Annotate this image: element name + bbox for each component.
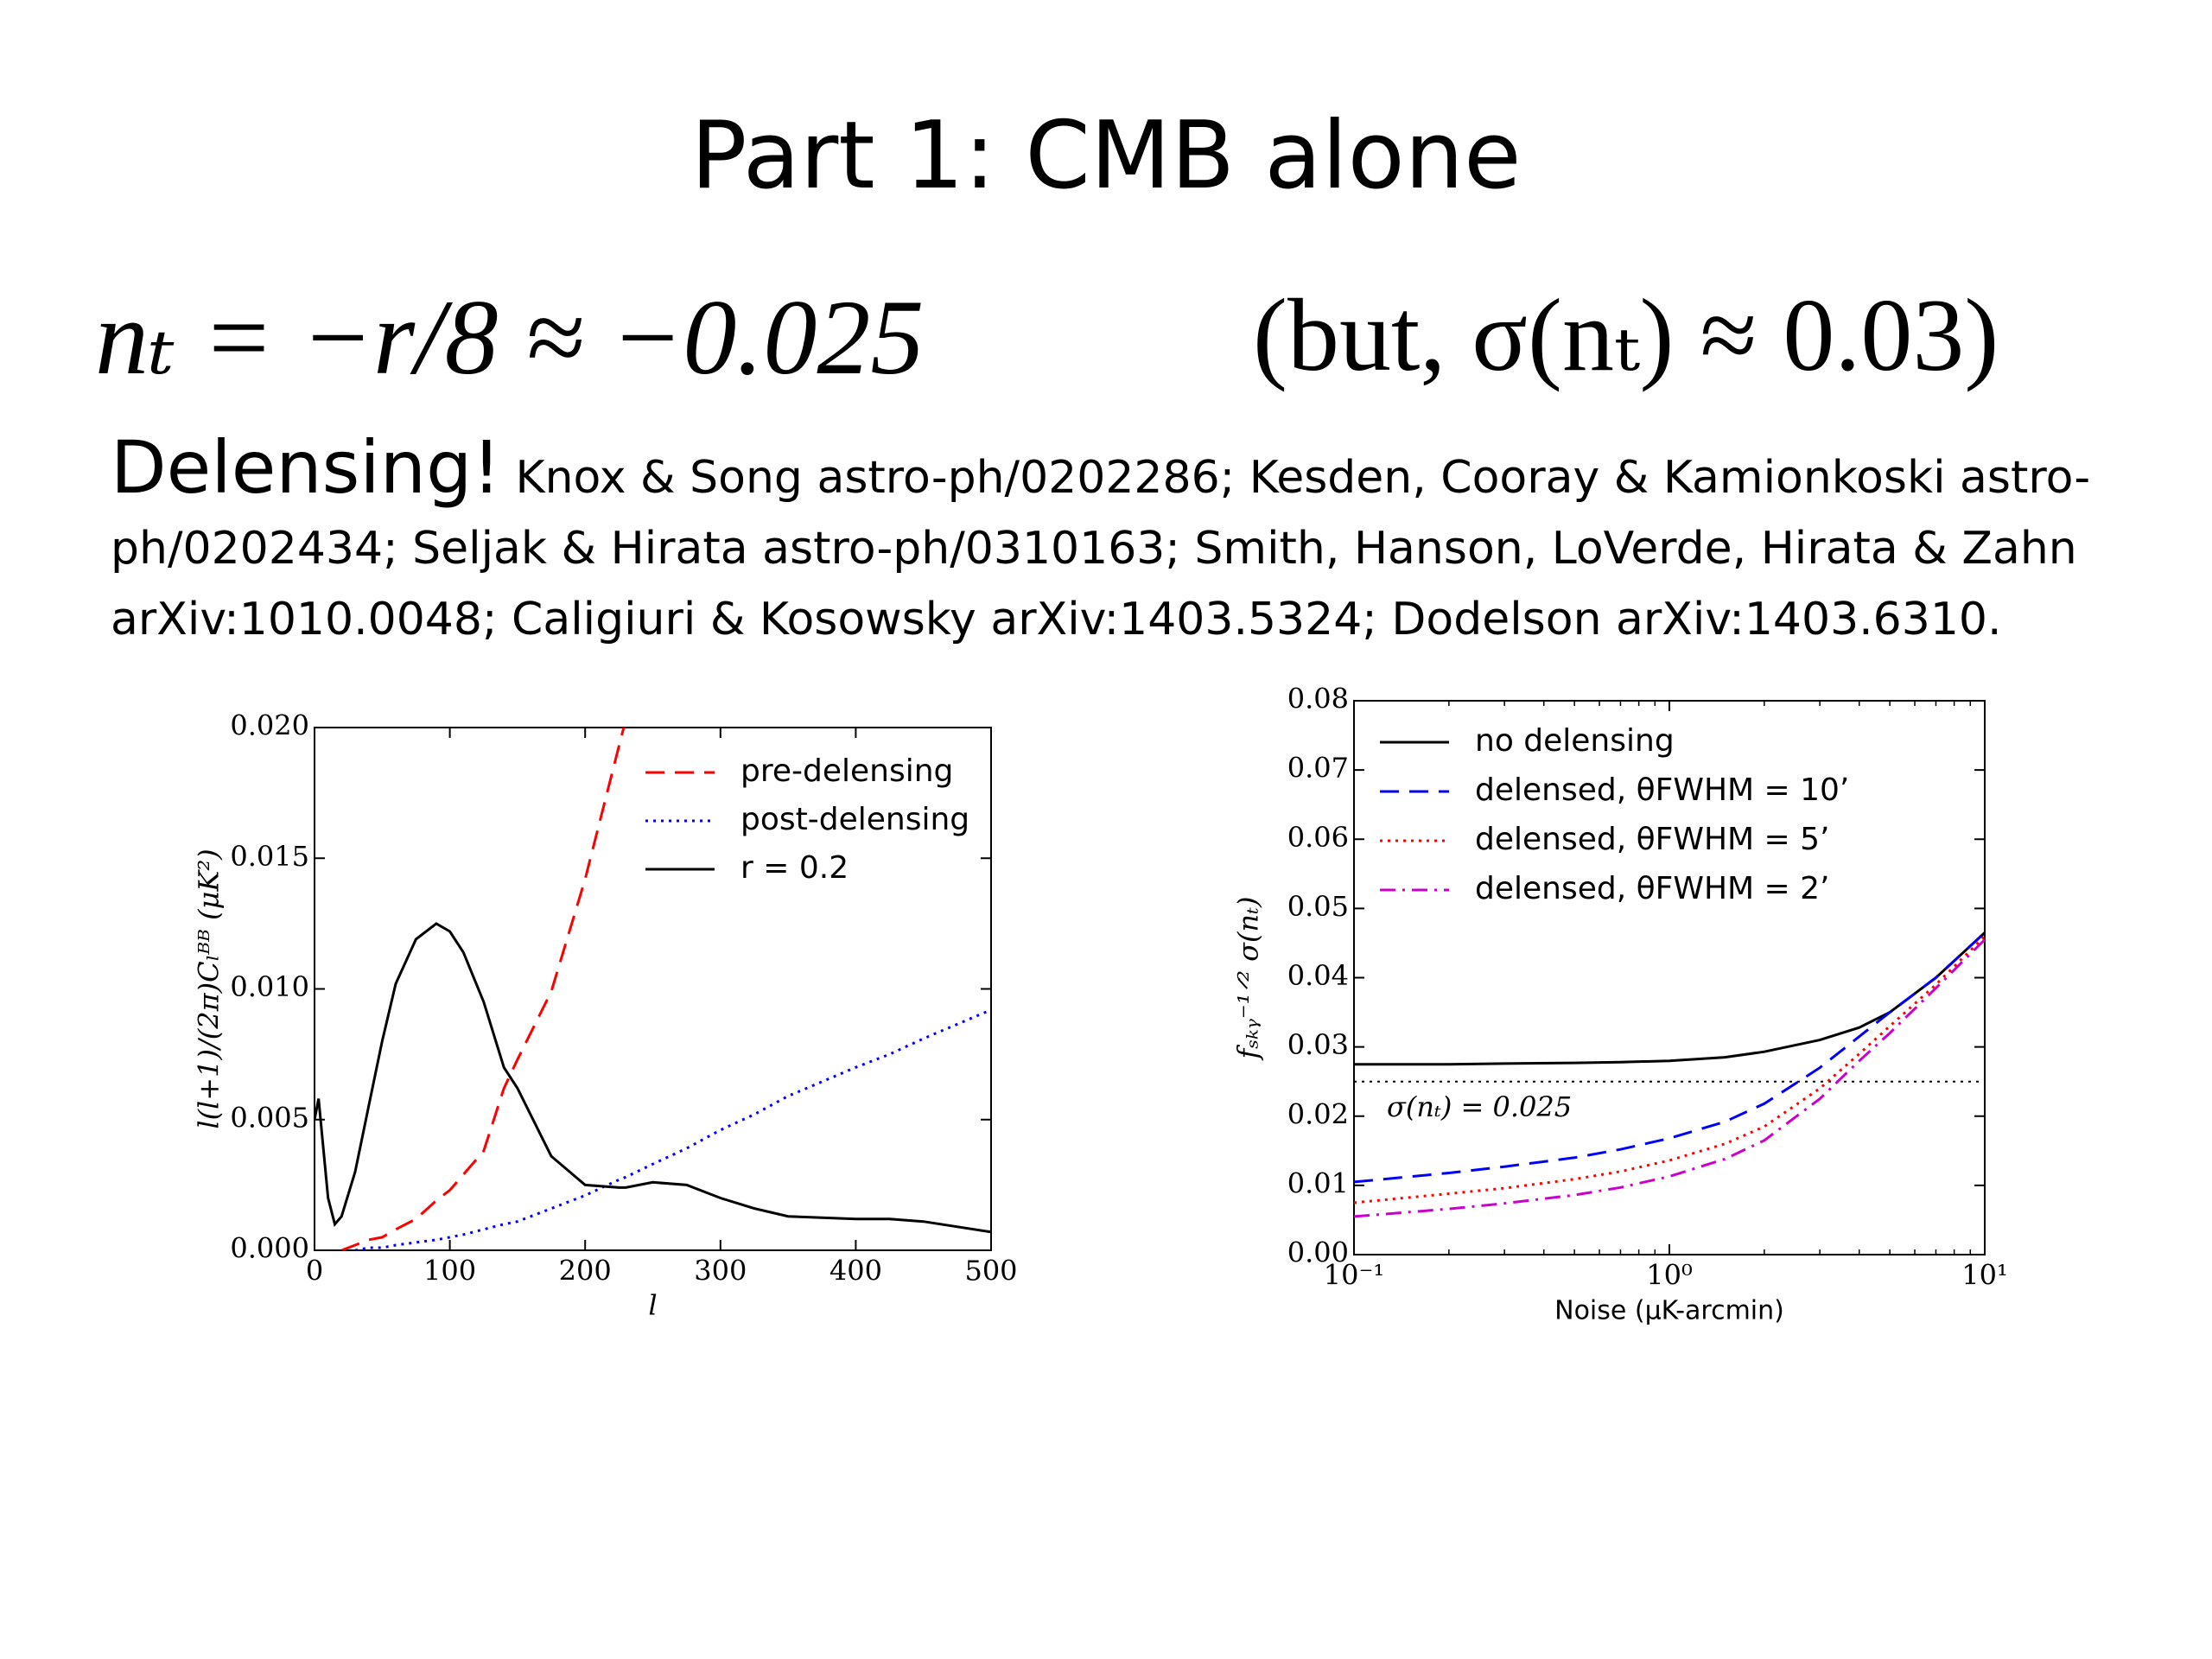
y-axis-label: l(l+1)/(2π)Cₗᴮᴮ (μK²) [193, 849, 226, 1128]
x-tick-label: 0 [306, 1255, 323, 1287]
heading: Delensing! [111, 425, 501, 510]
series-line [1354, 931, 1985, 1066]
series-line [1354, 935, 1985, 1205]
x-tick-label: 400 [830, 1255, 882, 1287]
x-tick-label: 10⁰ [1646, 1259, 1693, 1292]
legend-label: r = 0.2 [741, 850, 849, 886]
references-block: Delensing! Knox & Song astro-ph/0202286;… [111, 431, 2098, 655]
y-tick-label: 0.015 [230, 840, 309, 873]
x-tick-label: 300 [694, 1255, 747, 1287]
y-tick-label: 0.020 [230, 709, 309, 742]
series-group [315, 728, 991, 1250]
x-tick-label: 500 [964, 1255, 1017, 1287]
legend-label: delensed, θFWHM = 10’ [1475, 772, 1849, 808]
y-tick-label: 0.05 [1287, 890, 1349, 923]
y-tick-label: 0.010 [230, 970, 309, 1003]
slide-title: Part 1: CMB alone [690, 102, 1522, 210]
annotation: σ(nₜ) = 0.025 [1387, 1090, 1572, 1123]
y-tick-label: 0.08 [1287, 683, 1349, 715]
legend-label: delensed, θFWHM = 2’ [1475, 871, 1829, 906]
equation-note: (but, σ(nₜ) ≈ 0.03) [1253, 277, 1999, 392]
y-tick-label: 0.03 [1287, 1028, 1349, 1061]
x-tick-label: 10⁻¹ [1324, 1259, 1384, 1292]
series-line [340, 728, 626, 1250]
series-group [1354, 931, 1985, 1218]
y-axis-label: fₛₖᵧ⁻¹ᐟ² σ(nₜ) [1232, 897, 1265, 1061]
x-axis-label: l [648, 1289, 657, 1322]
legend-label: pre-delensing [741, 753, 953, 789]
series-line [1354, 931, 1985, 1184]
legend-label: post-delensing [741, 802, 969, 837]
y-tick-label: 0.02 [1287, 1097, 1349, 1130]
x-tick-label: 100 [423, 1255, 476, 1287]
y-tick-label: 0.005 [230, 1101, 309, 1134]
series-line [315, 922, 991, 1234]
legend-label: delensed, θFWHM = 5’ [1475, 822, 1829, 857]
y-tick-label: 0.07 [1287, 752, 1349, 785]
series-line [354, 1008, 991, 1250]
legend-label: no delensing [1475, 723, 1675, 759]
references: Knox & Song astro-ph/0202286; Kesden, Co… [111, 452, 2091, 645]
y-tick-label: 0.01 [1287, 1166, 1349, 1199]
y-tick-label: 0.00 [1287, 1236, 1349, 1269]
series-line [1354, 938, 1985, 1218]
x-axis-label: Noise (μK-arcmin) [1554, 1296, 1784, 1326]
y-tick-label: 0.06 [1287, 821, 1349, 854]
y-tick-label: 0.000 [230, 1232, 309, 1265]
equation: nₜ = −r/8 ≈ −0.025 [95, 278, 925, 397]
x-tick-label: 10¹ [1961, 1259, 2008, 1292]
y-tick-label: 0.04 [1287, 959, 1349, 992]
x-tick-label: 200 [559, 1255, 612, 1287]
